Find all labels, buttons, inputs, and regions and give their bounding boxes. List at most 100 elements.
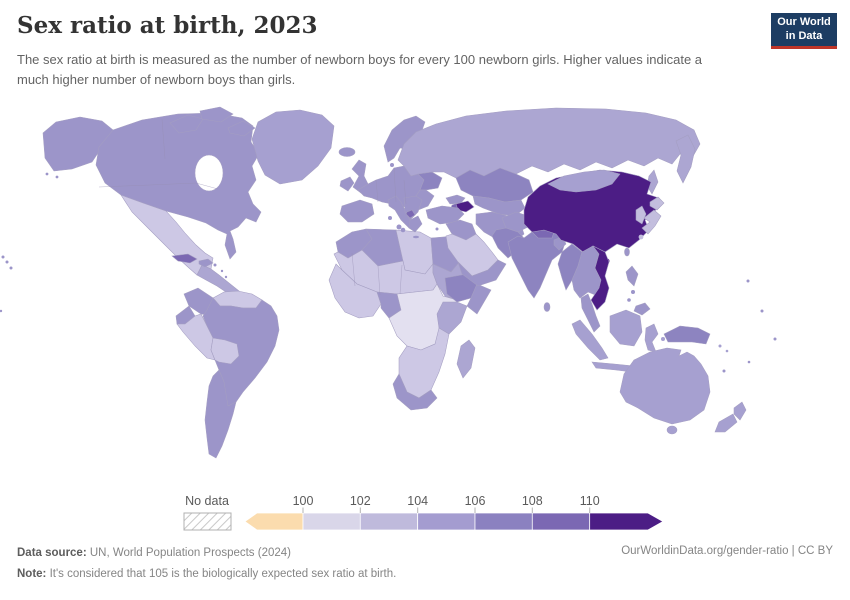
country-russia[interactable] bbox=[397, 107, 701, 179]
country-australia[interactable] bbox=[619, 347, 711, 425]
country-solomon-islands-2[interactable] bbox=[725, 349, 729, 353]
country-vietnam[interactable] bbox=[590, 245, 610, 311]
legend-tick-label-104: 104 bbox=[407, 494, 428, 508]
country-jamaica[interactable] bbox=[213, 263, 217, 267]
country-philippines-luzon[interactable] bbox=[625, 265, 639, 287]
country-new-zealand-south[interactable] bbox=[714, 413, 738, 433]
region-central-asia[interactable] bbox=[472, 195, 526, 217]
country-ireland[interactable] bbox=[339, 176, 355, 192]
country-sicily[interactable] bbox=[400, 227, 406, 233]
country-south-africa[interactable] bbox=[392, 373, 438, 411]
country-fiji[interactable] bbox=[747, 360, 751, 364]
legend-bin-below-100[interactable] bbox=[244, 512, 304, 531]
region-argentina-chile[interactable] bbox=[204, 369, 237, 459]
legend-bin-104-106[interactable] bbox=[417, 512, 476, 531]
country-japan-hokkaido[interactable] bbox=[649, 196, 665, 211]
country-mongolia[interactable] bbox=[547, 169, 621, 193]
country-philippines-island[interactable] bbox=[627, 298, 631, 302]
legend-bin-106-108[interactable] bbox=[474, 512, 533, 531]
country-borneo[interactable] bbox=[609, 309, 643, 347]
country-madagascar[interactable] bbox=[456, 339, 476, 379]
region-venezuela-guyanas[interactable] bbox=[212, 290, 263, 309]
country-greenland[interactable] bbox=[251, 109, 335, 185]
country-denmark[interactable] bbox=[390, 163, 394, 167]
region-west-africa[interactable] bbox=[328, 263, 382, 319]
country-hawaii-3[interactable] bbox=[9, 266, 13, 270]
region-kenya-tanzania[interactable] bbox=[436, 301, 468, 335]
country-pacific-island[interactable] bbox=[746, 279, 750, 283]
country-polynesia[interactable] bbox=[0, 309, 3, 313]
country-iceland[interactable] bbox=[338, 147, 356, 157]
country-japan-honshu[interactable] bbox=[641, 209, 662, 235]
country-japan-kyushu[interactable] bbox=[638, 234, 644, 240]
country-philippines-mindanao[interactable] bbox=[633, 302, 651, 316]
country-canada-arctic-island-2[interactable] bbox=[199, 106, 234, 123]
country-papua-new-guinea[interactable] bbox=[663, 325, 711, 345]
country-greece[interactable] bbox=[408, 215, 423, 233]
country-indonesia-sulawesi[interactable] bbox=[644, 323, 659, 353]
country-lesser-antilles-2[interactable] bbox=[224, 275, 228, 279]
country-moluccas[interactable] bbox=[661, 337, 665, 341]
country-indonesia-sumatra[interactable] bbox=[571, 319, 609, 361]
country-somalia[interactable] bbox=[466, 283, 492, 315]
country-pacific-island-3[interactable] bbox=[773, 337, 777, 341]
region-yemen-oman[interactable] bbox=[457, 259, 507, 287]
map-legend: No data 100 102 104 106 108 110 bbox=[183, 494, 664, 531]
world-map bbox=[0, 106, 777, 459]
legend-bin-108-110[interactable] bbox=[531, 512, 591, 531]
legend-bin-above-110[interactable] bbox=[589, 512, 664, 531]
country-georgia[interactable] bbox=[445, 194, 466, 205]
country-tunisia[interactable] bbox=[396, 224, 402, 230]
legend-bin-100-102[interactable] bbox=[302, 512, 361, 531]
country-philippines-visayas[interactable] bbox=[631, 290, 635, 294]
footer-source-line: Data source: UN, World Population Prospe… bbox=[17, 543, 396, 564]
country-taiwan[interactable] bbox=[624, 247, 630, 257]
legend-tick-label-106: 106 bbox=[465, 494, 486, 508]
owid-logo-line2: in Data bbox=[785, 29, 823, 42]
country-solomon-islands[interactable] bbox=[718, 344, 722, 348]
country-aleutians-2[interactable] bbox=[55, 175, 59, 179]
owid-logo[interactable]: Our World in Data bbox=[771, 13, 837, 49]
country-ukraine[interactable] bbox=[417, 171, 443, 191]
country-kazakhstan[interactable] bbox=[455, 167, 534, 203]
country-canada-arctic-island[interactable] bbox=[169, 114, 204, 134]
country-lesser-antilles[interactable] bbox=[220, 269, 224, 273]
footer-source-label: Data source: bbox=[17, 547, 87, 559]
chart-subtitle: The sex ratio at birth is measured as th… bbox=[17, 52, 703, 87]
region-iberia[interactable] bbox=[339, 199, 375, 223]
country-tasmania[interactable] bbox=[666, 425, 678, 435]
legend-tick-label-102: 102 bbox=[350, 494, 371, 508]
country-borders bbox=[98, 118, 407, 296]
footer-source-note: Data source: UN, World Population Prospe… bbox=[17, 543, 396, 584]
country-albania[interactable] bbox=[405, 209, 416, 219]
country-aleutians[interactable] bbox=[45, 172, 49, 176]
footer-license-link[interactable]: OurWorldinData.org/gender-ratio | CC BY bbox=[621, 545, 833, 557]
country-india[interactable] bbox=[507, 229, 567, 299]
country-saudi-arabia[interactable] bbox=[445, 233, 499, 277]
country-hispaniola[interactable] bbox=[198, 258, 214, 268]
country-crete[interactable] bbox=[413, 235, 419, 239]
country-new-zealand-north[interactable] bbox=[733, 401, 747, 421]
country-bolivia[interactable] bbox=[210, 337, 240, 365]
country-canada-arctic-island-3[interactable] bbox=[227, 120, 256, 137]
legend-bin-102-104[interactable] bbox=[359, 512, 418, 531]
region-malay-peninsula[interactable] bbox=[580, 293, 601, 333]
footer-note-text: It's considered that 105 is the biologic… bbox=[46, 567, 397, 580]
footer-note-line: Note: It's considered that 105 is the bi… bbox=[17, 564, 396, 585]
country-hawaii[interactable] bbox=[1, 255, 5, 259]
country-sardinia[interactable] bbox=[388, 216, 392, 220]
country-sri-lanka[interactable] bbox=[543, 302, 551, 312]
country-hawaii-2[interactable] bbox=[5, 260, 9, 264]
country-pacific-island-2[interactable] bbox=[760, 309, 764, 313]
legend-tick-label-100: 100 bbox=[293, 494, 314, 508]
region-korea[interactable] bbox=[635, 205, 647, 225]
no-data-swatch[interactable] bbox=[183, 512, 232, 531]
page-title: Sex ratio at birth, 2023 bbox=[17, 12, 318, 39]
country-new-caledonia[interactable] bbox=[722, 369, 726, 373]
country-cyprus[interactable] bbox=[435, 227, 439, 231]
country-cuba[interactable] bbox=[171, 253, 198, 264]
country-russia-kamchatka[interactable] bbox=[675, 134, 696, 184]
owid-logo-line1: Our World bbox=[777, 16, 831, 29]
country-turkey[interactable] bbox=[425, 205, 465, 225]
